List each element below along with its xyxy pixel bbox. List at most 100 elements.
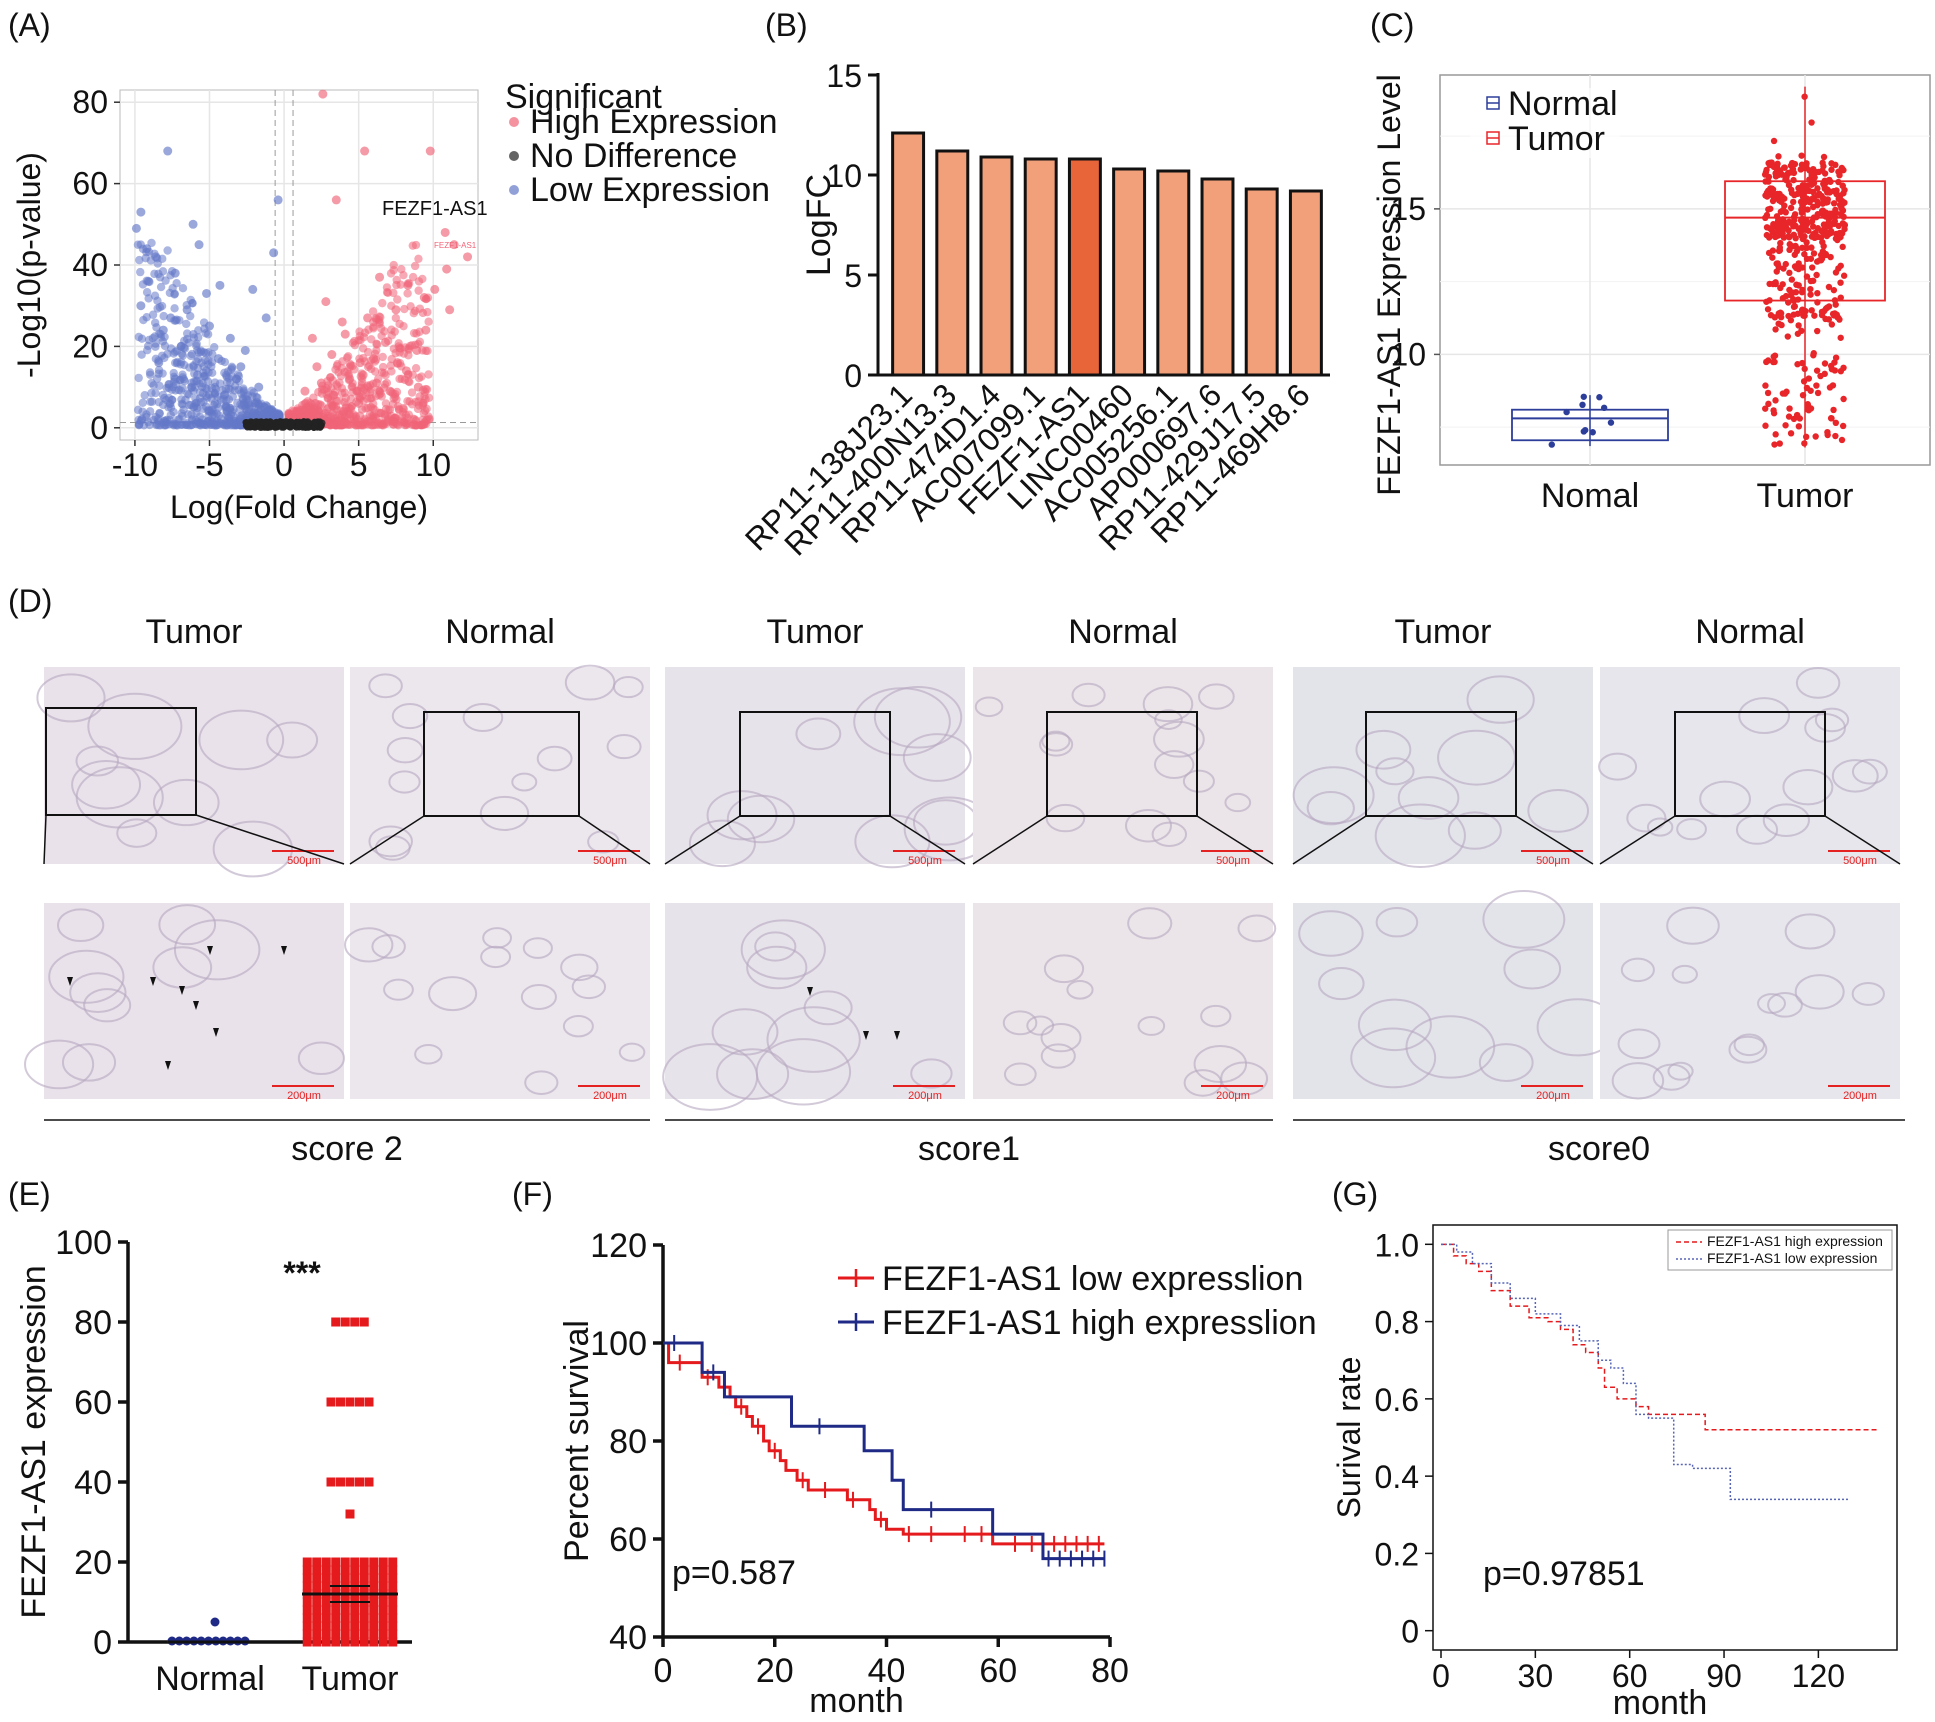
- tumor-point: [1777, 239, 1784, 247]
- tissue-gland: [1794, 974, 1845, 1010]
- high-point: [414, 277, 424, 286]
- high-point: [363, 347, 373, 357]
- low-point: [145, 407, 155, 416]
- tissue-gland: [388, 770, 421, 794]
- low-point: [189, 333, 199, 342]
- tumor-point: [1810, 195, 1817, 203]
- x-tick-label: Tumor: [1757, 477, 1854, 515]
- y-tick-label: 5: [844, 258, 862, 294]
- low-point: [198, 379, 207, 388]
- low-point: [136, 301, 146, 311]
- low-point: [152, 323, 161, 332]
- tissue-gland: [1200, 1004, 1232, 1028]
- tissue-gland: [1137, 1015, 1166, 1036]
- tumor-point: [1771, 441, 1778, 448]
- tumor-point: [350, 1573, 360, 1583]
- tumor-point: [1838, 436, 1846, 444]
- tumor-point: [1768, 227, 1776, 235]
- nodiff-point: [247, 423, 254, 430]
- tumor-point: [1791, 211, 1799, 218]
- low-point: [252, 397, 261, 407]
- tissue-gland: [1626, 803, 1667, 833]
- y-tick-label: 15: [1390, 191, 1426, 227]
- high-point: [321, 297, 331, 307]
- scale-bar-label: 500μm: [1216, 855, 1250, 867]
- x-tick-label: 5: [350, 447, 368, 483]
- histology-image: [665, 903, 965, 1099]
- tumor-point: [1779, 281, 1786, 288]
- high-point: [356, 421, 366, 430]
- tissue-gland: [746, 945, 808, 990]
- scale-bar-label: 200μm: [908, 1090, 942, 1102]
- high-point: [404, 377, 413, 386]
- tumor-point: [340, 1605, 350, 1615]
- arrow-marker: [807, 987, 813, 996]
- low-point: [267, 404, 276, 414]
- high-point: [393, 420, 402, 429]
- tumor-point: [1803, 273, 1811, 280]
- tumor-point: [388, 1613, 398, 1623]
- tissue-gland: [383, 978, 414, 1001]
- tumor-point: [350, 1565, 360, 1575]
- tumor-point: [1799, 359, 1806, 367]
- zoom-box: [45, 707, 197, 816]
- tumor-point: [321, 1557, 331, 1567]
- legend-marker: [509, 151, 519, 161]
- x-tick-label: Nomal: [1541, 477, 1639, 515]
- bar: [891, 131, 926, 377]
- zoom-connector: [889, 815, 966, 865]
- low-point: [133, 405, 143, 415]
- high-point: [407, 388, 417, 397]
- low-point: [147, 388, 156, 398]
- tumor-point: [1820, 221, 1828, 228]
- tissue-gland: [1355, 729, 1412, 770]
- tissue-gland: [974, 696, 1004, 718]
- tumor-point: [326, 1397, 336, 1407]
- tumor-point: [1791, 160, 1799, 168]
- tissue-gland: [618, 1042, 646, 1062]
- tumor-point: [1801, 250, 1808, 258]
- low-point: [199, 362, 208, 371]
- tumor-point: [1786, 269, 1793, 277]
- tumor-point: [1770, 353, 1777, 360]
- high-point: [414, 286, 423, 295]
- tumor-point: [388, 1565, 398, 1575]
- tumor-point: [1831, 367, 1839, 374]
- tumor-point: [1837, 294, 1844, 301]
- y-tick-label: 40: [72, 247, 108, 283]
- plot-area: [1432, 1224, 1898, 1651]
- tumor-point: [1820, 180, 1827, 188]
- tumor-point: [302, 1557, 312, 1567]
- tumor-point: [1824, 196, 1832, 203]
- tumor-point: [1837, 279, 1844, 286]
- tumor-point: [1831, 213, 1839, 221]
- tumor-point: [1786, 286, 1793, 294]
- tumor-point: [1824, 431, 1831, 439]
- low-point: [261, 313, 271, 323]
- tissue-gland: [766, 1006, 861, 1073]
- tissue-gland: [56, 908, 105, 943]
- tumor-point: [1839, 230, 1846, 237]
- tumor-point: [1763, 211, 1771, 219]
- tissue-gland: [1298, 910, 1364, 957]
- tumor-point: [331, 1621, 341, 1631]
- high-point: [389, 260, 398, 270]
- tissue-gland: [116, 818, 158, 848]
- tissue-gland: [48, 949, 125, 1004]
- tissue-gland: [1002, 1010, 1038, 1036]
- high-point: [372, 340, 382, 349]
- tumor-point: [1807, 255, 1815, 262]
- high-point: [340, 329, 350, 339]
- low-point: [170, 374, 180, 384]
- legend-title: Significant: [505, 78, 662, 116]
- scale-bar-label: 500μm: [1843, 855, 1877, 867]
- annotation-fezf1-small: FEZF1-AS1: [434, 241, 477, 250]
- scale-bar-label: 500μm: [1536, 855, 1570, 867]
- tissue-gland: [1814, 707, 1850, 733]
- y-tick-label: 0: [1401, 1614, 1419, 1650]
- tissue-gland: [1831, 759, 1879, 793]
- tumor-point: [1776, 440, 1783, 447]
- tumor-point: [1807, 291, 1814, 298]
- tumor-point: [1765, 249, 1773, 257]
- tumor-point: [1786, 219, 1794, 226]
